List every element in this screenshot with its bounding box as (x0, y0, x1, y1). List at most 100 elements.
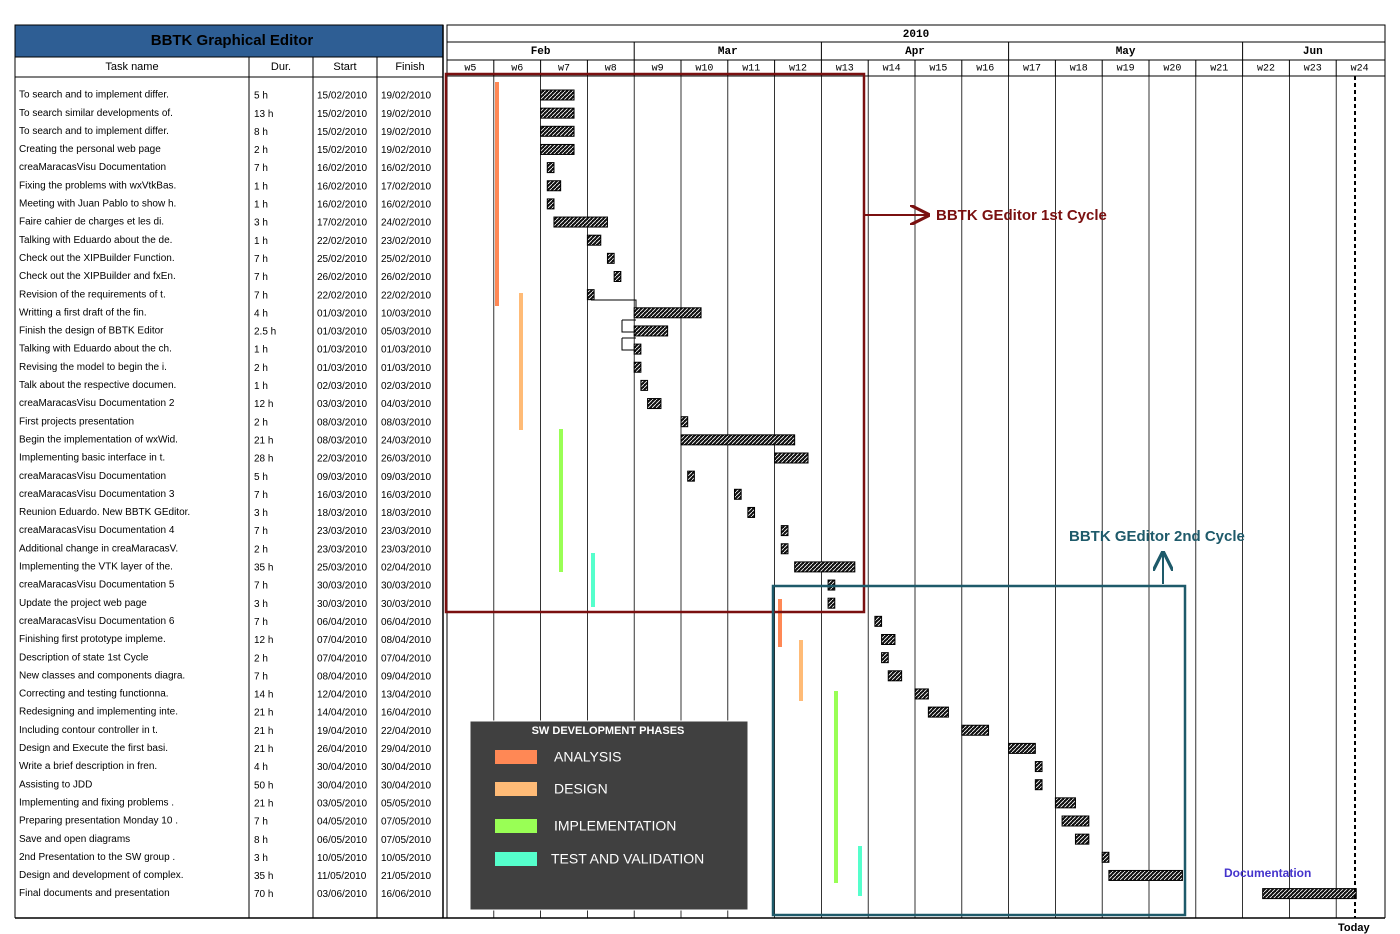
task-finish: 09/03/2010 (381, 472, 431, 483)
task-start: 03/05/2010 (317, 798, 367, 809)
task-name: Reunion Eduardo. New BBTK GEditor. (19, 507, 190, 518)
task-bar (1034, 779, 1043, 791)
phase-bars (495, 82, 862, 896)
task-finish: 07/05/2010 (381, 835, 431, 846)
task-start: 17/02/2010 (317, 218, 367, 229)
task-bar (640, 379, 649, 391)
task-row: Preparing presentation Monday 10 . 7 h 04/… (19, 816, 431, 828)
task-name: Implementing and fixing problems . (19, 797, 174, 808)
week-label: w21 (1210, 64, 1228, 75)
task-bar (540, 125, 575, 137)
week-cells: w5 w6 w7 w8 w9 w10 w11 w12 w13 w14 w15 w16 w17 w18 w19… (446, 60, 1369, 76)
task-duration: 1 h (254, 381, 268, 392)
task-bar (586, 289, 595, 301)
week-label: w14 (883, 64, 901, 75)
task-name: Creating the personal web page (19, 144, 161, 155)
task-start: 30/03/2010 (317, 599, 367, 610)
task-bar (540, 89, 575, 101)
task-bar (914, 688, 929, 700)
task-duration: 2 h (254, 417, 268, 428)
legend-label: TEST AND VALIDATION (551, 851, 704, 867)
task-row: creaMaracasVisu Documentation 2 12 h 03/03… (19, 398, 431, 410)
task-finish: 22/04/2010 (381, 726, 431, 737)
task-name: Write a brief description in fren. (19, 761, 157, 772)
task-finish: 02/03/2010 (381, 381, 431, 392)
task-start: 15/02/2010 (317, 109, 367, 120)
task-row: creaMaracasVisu Documentation 5 7 h 30/03/… (19, 580, 431, 592)
task-finish: 06/04/2010 (381, 617, 431, 628)
grid-lines (493, 76, 1337, 918)
task-name: Additional change in creaMaracasV. (19, 543, 178, 554)
task-duration: 21 h (254, 744, 273, 755)
task-start: 01/03/2010 (317, 308, 367, 319)
task-duration: 35 h (254, 563, 273, 574)
task-bar (774, 452, 809, 464)
week-label: w17 (1023, 64, 1041, 75)
phase-legend: SW DEVELOPMENT PHASES ANALYSIS DESIGN IMPL… (469, 720, 749, 911)
task-row: Description of state 1st Cycle 2 h 07/04/2… (19, 652, 431, 664)
week-label: w16 (976, 64, 994, 75)
task-row: Final documents and presentation 70 h 03/0… (19, 888, 431, 900)
week-label: w22 (1257, 64, 1275, 75)
legend-item: IMPLEMENTATION (495, 818, 676, 834)
task-name: creaMaracasVisu Documentation (19, 471, 166, 482)
task-bar (1054, 797, 1076, 809)
task-row: Write a brief description in fren. 4 h 30/… (19, 761, 431, 773)
task-row: creaMaracasVisu Documentation 6 7 h 06/04/… (19, 616, 431, 628)
phase-bar (559, 429, 563, 572)
task-duration: 12 h (254, 635, 273, 646)
task-duration: 21 h (254, 435, 273, 446)
task-start: 22/02/2010 (317, 236, 367, 247)
task-name: First projects presentation (19, 416, 134, 427)
task-name: Correcting and testing functionna. (19, 689, 169, 700)
task-row: Fixing the problems with wxVtkBas. 1 h 16/… (19, 180, 431, 192)
phase-bar (519, 293, 523, 430)
column-header-task: Task name (105, 61, 158, 73)
task-name: Check out the XIPBuilder Function. (19, 253, 175, 264)
task-duration: 13 h (254, 109, 273, 120)
task-row: Reunion Eduardo. New BBTK GEditor. 3 h 18/… (19, 507, 431, 519)
week-label: w9 (652, 64, 664, 75)
task-bar (633, 343, 642, 355)
task-finish: 16/02/2010 (381, 163, 431, 174)
task-start: 15/02/2010 (317, 145, 367, 156)
week-label: w23 (1304, 64, 1322, 75)
task-start: 08/04/2010 (317, 671, 367, 682)
dependency-link (591, 299, 637, 308)
task-finish: 08/03/2010 (381, 417, 431, 428)
task-name: Talking with Eduardo about the ch. (19, 344, 172, 355)
task-bar (680, 416, 689, 428)
task-finish: 08/04/2010 (381, 635, 431, 646)
task-finish: 22/02/2010 (381, 290, 431, 301)
task-duration: 70 h (254, 889, 273, 900)
task-start: 15/02/2010 (317, 127, 367, 138)
task-name: To search and to implement differ. (19, 126, 169, 137)
task-bar (546, 198, 555, 210)
phase-bar (858, 846, 862, 896)
week-label: w6 (511, 64, 523, 75)
task-duration: 4 h (254, 308, 268, 319)
task-row: Meeting with Juan Pablo to show h. 1 h 16/… (19, 199, 431, 211)
week-label: w18 (1070, 64, 1088, 75)
task-finish: 04/03/2010 (381, 399, 431, 410)
task-finish: 16/04/2010 (381, 708, 431, 719)
task-start: 19/04/2010 (317, 726, 367, 737)
task-bars (540, 89, 1357, 900)
task-row: To search and to implement differ. 5 h 15/… (19, 90, 431, 102)
task-finish: 16/03/2010 (381, 490, 431, 501)
task-finish: 07/05/2010 (381, 817, 431, 828)
task-row: Redesigning and implementing inte. 21 h 14… (19, 707, 431, 719)
task-bar (961, 724, 990, 736)
task-name: To search similar developments of. (19, 108, 173, 119)
week-label: w13 (836, 64, 854, 75)
task-finish: 18/03/2010 (381, 508, 431, 519)
task-name: Assisting to JDD (19, 779, 92, 790)
task-name: Save and open diagrams (19, 834, 130, 845)
task-bar (633, 361, 642, 373)
task-row: Design and development of complex. 35 h 11… (19, 870, 431, 882)
task-finish: 09/04/2010 (381, 671, 431, 682)
task-duration: 2 h (254, 544, 268, 555)
task-start: 06/05/2010 (317, 835, 367, 846)
task-bar (680, 434, 796, 446)
legend-swatch (495, 852, 537, 866)
